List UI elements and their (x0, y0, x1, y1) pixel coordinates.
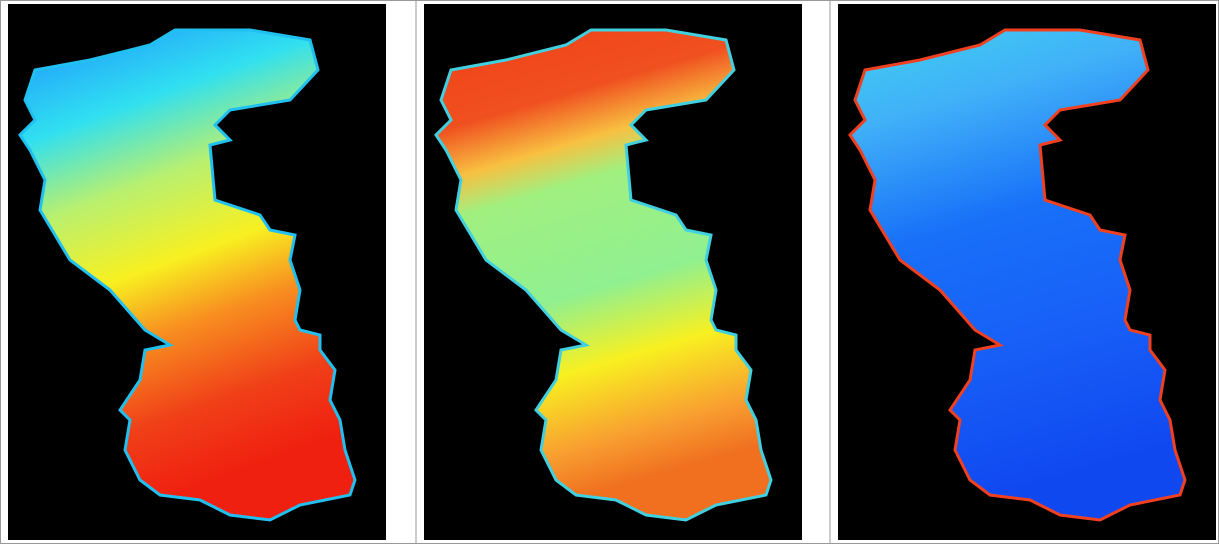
panel (424, 4, 802, 540)
panel (8, 4, 386, 540)
page: (() => { const data = JSON.parse(documen… (0, 0, 1219, 544)
panel (838, 4, 1216, 540)
figure (0, 0, 1219, 544)
